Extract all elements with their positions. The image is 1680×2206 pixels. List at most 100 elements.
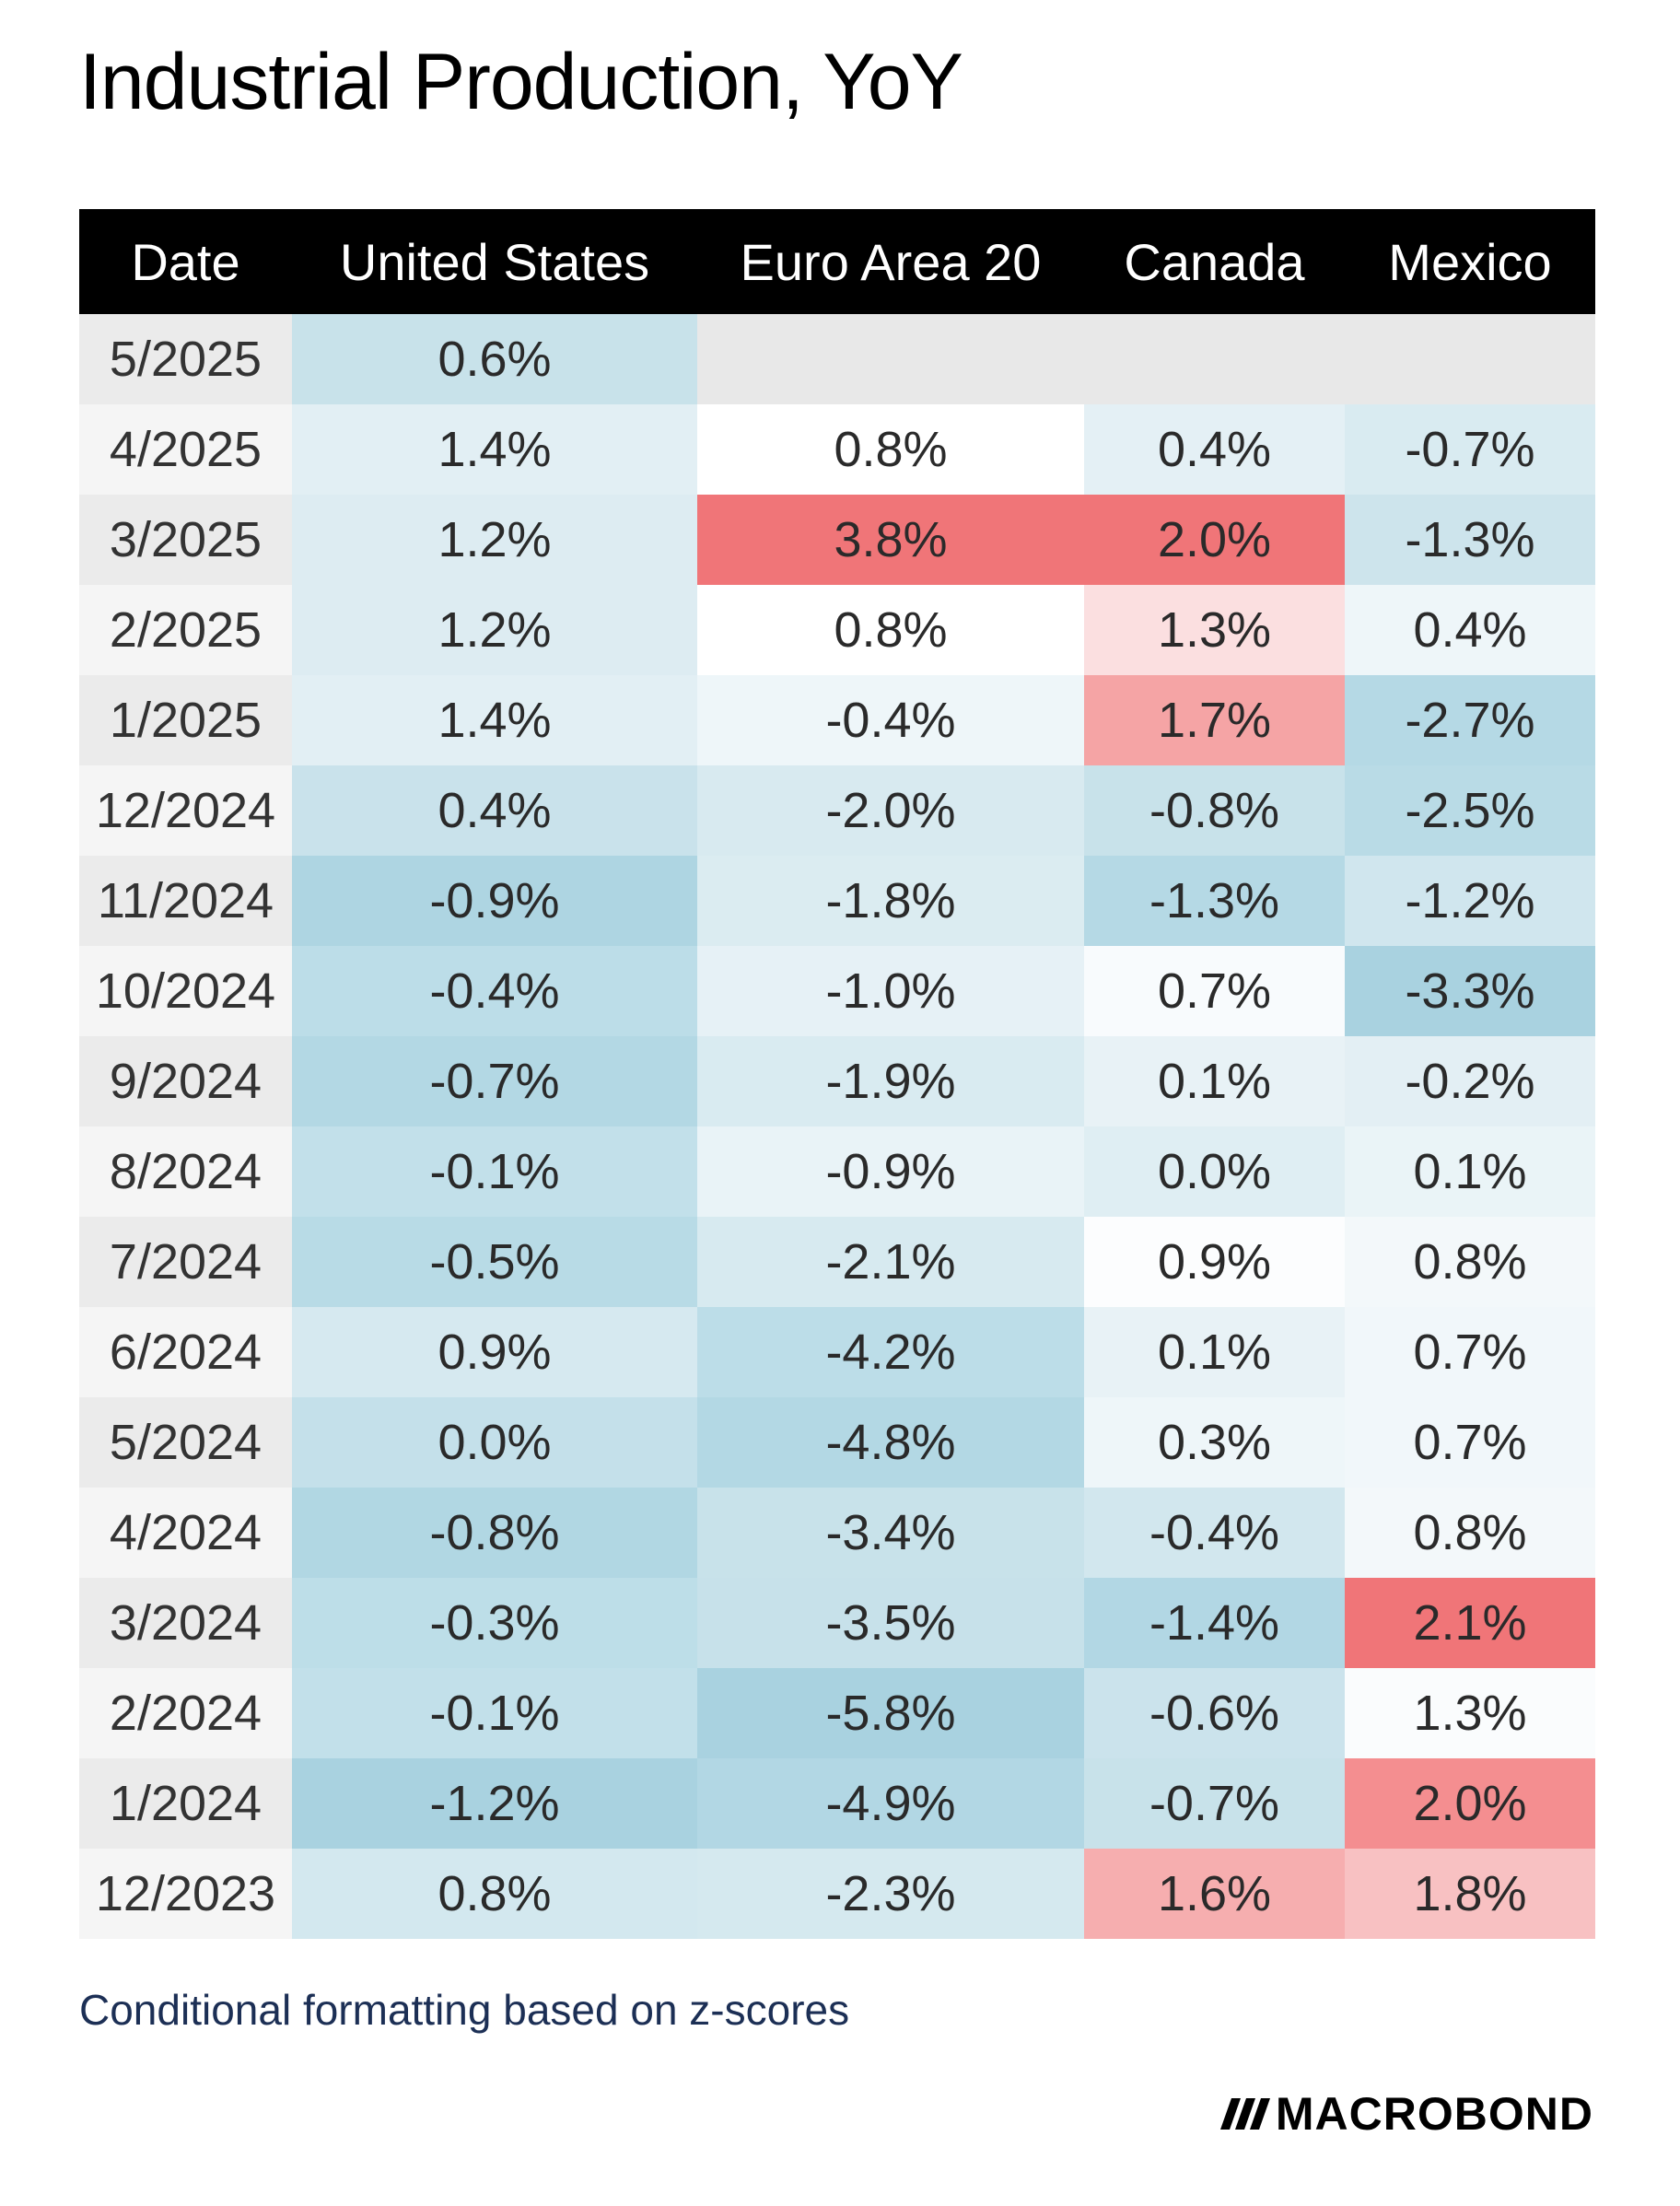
value-cell-canada: 1.6%: [1084, 1849, 1345, 1939]
table-row: 1/2025 1.4% -0.4% 1.7% -2.7%: [79, 675, 1595, 765]
value-cell-canada: [1084, 314, 1345, 404]
value-cell-canada: -0.8%: [1084, 765, 1345, 856]
table-row: 10/2024 -0.4% -1.0% 0.7% -3.3%: [79, 946, 1595, 1036]
table-row: 3/2024 -0.3% -3.5% -1.4% 2.1%: [79, 1578, 1595, 1668]
value-cell-euro-area-20: -0.4%: [697, 675, 1084, 765]
value-cell-mexico: 0.1%: [1345, 1126, 1595, 1217]
value-cell-euro-area-20: 0.8%: [697, 585, 1084, 675]
macrobond-logo: MACROBOND: [1219, 2086, 1593, 2142]
value-cell-united-states: 0.8%: [292, 1849, 697, 1939]
value-cell-united-states: -0.4%: [292, 946, 697, 1036]
value-cell-united-states: -0.1%: [292, 1668, 697, 1758]
table-row: 7/2024 -0.5% -2.1% 0.9% 0.8%: [79, 1217, 1595, 1307]
value-cell-united-states: 1.2%: [292, 585, 697, 675]
value-cell-united-states: -0.3%: [292, 1578, 697, 1668]
value-cell-united-states: 0.0%: [292, 1397, 697, 1488]
value-cell-canada: 0.0%: [1084, 1126, 1345, 1217]
column-header-date: Date: [79, 209, 292, 314]
value-cell-mexico: 1.8%: [1345, 1849, 1595, 1939]
column-header-canada: Canada: [1084, 209, 1345, 314]
value-cell-united-states: -0.9%: [292, 856, 697, 946]
value-cell-euro-area-20: -2.0%: [697, 765, 1084, 856]
value-cell-mexico: 2.1%: [1345, 1578, 1595, 1668]
value-cell-united-states: 1.2%: [292, 495, 697, 585]
column-header-euro-area-20: Euro Area 20: [697, 209, 1084, 314]
date-cell: 8/2024: [79, 1126, 292, 1217]
table-row: 9/2024 -0.7% -1.9% 0.1% -0.2%: [79, 1036, 1595, 1126]
heatmap-table: Date United States Euro Area 20 Canada M…: [79, 209, 1595, 1939]
date-cell: 3/2024: [79, 1578, 292, 1668]
value-cell-mexico: 0.8%: [1345, 1488, 1595, 1578]
table-row: 5/2024 0.0% -4.8% 0.3% 0.7%: [79, 1397, 1595, 1488]
value-cell-euro-area-20: -2.1%: [697, 1217, 1084, 1307]
value-cell-united-states: 1.4%: [292, 404, 697, 495]
value-cell-euro-area-20: -1.9%: [697, 1036, 1084, 1126]
date-cell: 10/2024: [79, 946, 292, 1036]
value-cell-euro-area-20: -4.2%: [697, 1307, 1084, 1397]
date-cell: 5/2025: [79, 314, 292, 404]
value-cell-mexico: -2.7%: [1345, 675, 1595, 765]
value-cell-canada: 0.4%: [1084, 404, 1345, 495]
value-cell-united-states: -1.2%: [292, 1758, 697, 1849]
table-row: 3/2025 1.2% 3.8% 2.0% -1.3%: [79, 495, 1595, 585]
value-cell-euro-area-20: -2.3%: [697, 1849, 1084, 1939]
date-cell: 9/2024: [79, 1036, 292, 1126]
date-cell: 1/2024: [79, 1758, 292, 1849]
date-cell: 5/2024: [79, 1397, 292, 1488]
value-cell-canada: 1.3%: [1084, 585, 1345, 675]
table-row: 12/2023 0.8% -2.3% 1.6% 1.8%: [79, 1849, 1595, 1939]
value-cell-canada: 0.9%: [1084, 1217, 1345, 1307]
table-row: 5/2025 0.6%: [79, 314, 1595, 404]
date-cell: 2/2025: [79, 585, 292, 675]
value-cell-canada: -1.4%: [1084, 1578, 1345, 1668]
value-cell-canada: 0.1%: [1084, 1307, 1345, 1397]
value-cell-united-states: -0.5%: [292, 1217, 697, 1307]
value-cell-canada: 2.0%: [1084, 495, 1345, 585]
value-cell-mexico: -1.2%: [1345, 856, 1595, 946]
value-cell-mexico: 2.0%: [1345, 1758, 1595, 1849]
value-cell-canada: -1.3%: [1084, 856, 1345, 946]
table-header-row: Date United States Euro Area 20 Canada M…: [79, 209, 1595, 314]
value-cell-mexico: -0.2%: [1345, 1036, 1595, 1126]
value-cell-canada: 0.3%: [1084, 1397, 1345, 1488]
table-row: 4/2024 -0.8% -3.4% -0.4% 0.8%: [79, 1488, 1595, 1578]
date-cell: 7/2024: [79, 1217, 292, 1307]
date-cell: 12/2024: [79, 765, 292, 856]
date-cell: 3/2025: [79, 495, 292, 585]
date-cell: 12/2023: [79, 1849, 292, 1939]
value-cell-mexico: 0.7%: [1345, 1307, 1595, 1397]
value-cell-mexico: 0.8%: [1345, 1217, 1595, 1307]
value-cell-euro-area-20: -3.5%: [697, 1578, 1084, 1668]
table-row: 2/2024 -0.1% -5.8% -0.6% 1.3%: [79, 1668, 1595, 1758]
date-cell: 11/2024: [79, 856, 292, 946]
table-body: 5/2025 0.6% 4/2025 1.4% 0.8% 0.4% -0.7% 3/2025 1…: [79, 314, 1595, 1939]
value-cell-canada: -0.7%: [1084, 1758, 1345, 1849]
value-cell-canada: -0.4%: [1084, 1488, 1345, 1578]
table-row: 6/2024 0.9% -4.2% 0.1% 0.7%: [79, 1307, 1595, 1397]
table-row: 12/2024 0.4% -2.0% -0.8% -2.5%: [79, 765, 1595, 856]
column-header-united-states: United States: [292, 209, 697, 314]
chart-title: Industrial Production, YoY: [79, 38, 963, 126]
value-cell-euro-area-20: -4.8%: [697, 1397, 1084, 1488]
date-cell: 6/2024: [79, 1307, 292, 1397]
value-cell-canada: 0.7%: [1084, 946, 1345, 1036]
table-row: 11/2024 -0.9% -1.8% -1.3% -1.2%: [79, 856, 1595, 946]
value-cell-mexico: 0.7%: [1345, 1397, 1595, 1488]
value-cell-euro-area-20: -3.4%: [697, 1488, 1084, 1578]
date-cell: 2/2024: [79, 1668, 292, 1758]
value-cell-canada: 0.1%: [1084, 1036, 1345, 1126]
value-cell-mexico: -2.5%: [1345, 765, 1595, 856]
value-cell-canada: -0.6%: [1084, 1668, 1345, 1758]
date-cell: 4/2025: [79, 404, 292, 495]
value-cell-mexico: 1.3%: [1345, 1668, 1595, 1758]
value-cell-euro-area-20: -0.9%: [697, 1126, 1084, 1217]
value-cell-united-states: -0.8%: [292, 1488, 697, 1578]
table-row: 1/2024 -1.2% -4.9% -0.7% 2.0%: [79, 1758, 1595, 1849]
value-cell-united-states: 1.4%: [292, 675, 697, 765]
value-cell-united-states: -0.7%: [292, 1036, 697, 1126]
column-header-mexico: Mexico: [1345, 209, 1595, 314]
value-cell-mexico: [1345, 314, 1595, 404]
table-row: 4/2025 1.4% 0.8% 0.4% -0.7%: [79, 404, 1595, 495]
value-cell-united-states: 0.4%: [292, 765, 697, 856]
value-cell-united-states: -0.1%: [292, 1126, 697, 1217]
